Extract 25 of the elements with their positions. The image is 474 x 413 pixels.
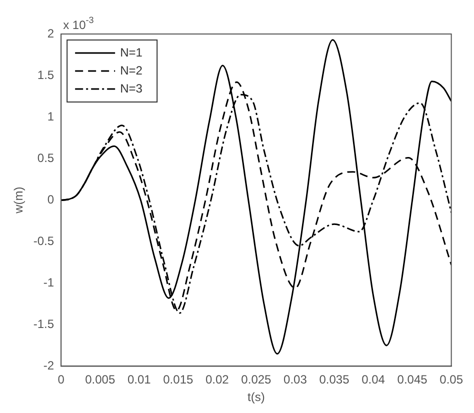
y-tick-label: -1.5 (33, 316, 54, 331)
x-tick-label: 0.01 (127, 372, 152, 387)
y-tick-label: -1 (43, 275, 54, 290)
y-tick-label: -0.5 (33, 234, 54, 248)
y-tick-label: 0.5 (37, 150, 54, 165)
x-tick-label: 0.005 (85, 372, 116, 387)
x-tick-label: 0.04 (362, 372, 386, 387)
x-tick-label: 0.025 (241, 372, 272, 387)
x-tick-label: 0 (58, 372, 65, 387)
x-tick-label: 0.045 (397, 372, 428, 387)
y-tick-label: 0 (47, 192, 54, 206)
y-tick-label: 1.5 (37, 68, 54, 82)
x-tick-label: 0.03 (284, 372, 308, 387)
x-axis-title: t(s) (248, 390, 265, 404)
legend-label: N=3 (120, 81, 143, 96)
y-axis-title: w(m) (12, 186, 26, 214)
y-tick-label: 2 (47, 26, 54, 40)
legend-label: N=2 (120, 63, 143, 78)
x-tick-label: 0.05 (440, 372, 464, 387)
x-tick-label: 0.035 (319, 372, 350, 387)
y-tick-label: -2 (43, 358, 54, 373)
legend-label: N=1 (120, 45, 143, 60)
x-tick-label: 0.015 (163, 372, 194, 387)
x-tick-label: 0.02 (205, 372, 230, 387)
y-tick-label: 1 (47, 109, 54, 124)
